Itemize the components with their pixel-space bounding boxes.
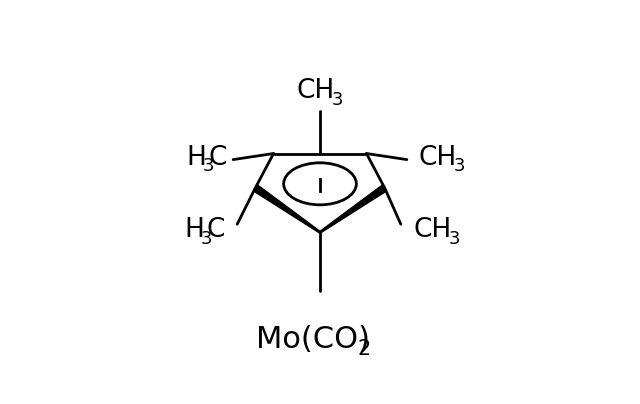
Text: 3: 3 — [449, 230, 461, 248]
Text: H: H — [187, 145, 207, 170]
Text: C: C — [209, 145, 227, 170]
Text: 3: 3 — [453, 158, 465, 175]
Polygon shape — [319, 185, 387, 233]
Text: CH: CH — [418, 145, 456, 170]
Text: 3: 3 — [332, 91, 342, 109]
Polygon shape — [253, 185, 321, 233]
Text: C: C — [207, 217, 225, 243]
Text: CH: CH — [414, 217, 452, 243]
Text: CH: CH — [296, 78, 334, 104]
Text: 3: 3 — [202, 158, 214, 175]
Text: Mo(CO): Mo(CO) — [256, 325, 370, 354]
Text: H: H — [185, 217, 205, 243]
Text: 3: 3 — [200, 230, 212, 248]
Text: 2: 2 — [358, 339, 371, 360]
